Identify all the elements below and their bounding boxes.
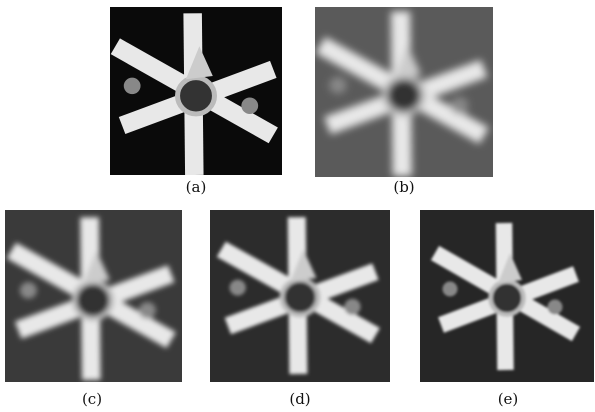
panel-b xyxy=(315,7,493,177)
panel-label: (b) xyxy=(393,178,414,196)
panel-d xyxy=(210,210,390,382)
figure: (a) (b) (c) (d) (e) xyxy=(0,0,595,412)
panel-label: (d) xyxy=(289,390,310,408)
panel-label: (e) xyxy=(498,390,519,408)
panel-label: (a) xyxy=(186,178,207,196)
panel-e xyxy=(420,210,594,382)
panel-a xyxy=(110,7,282,175)
panel-label: (c) xyxy=(82,390,102,408)
panel-c xyxy=(5,210,182,382)
